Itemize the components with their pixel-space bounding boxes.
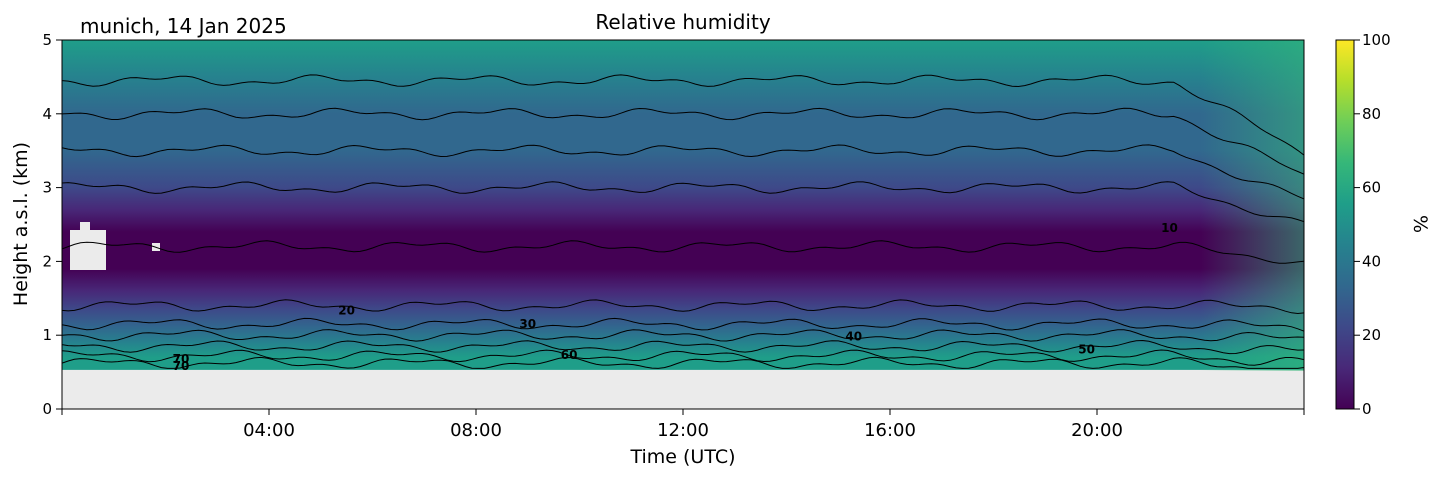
contour-label: 70 — [173, 352, 190, 366]
x-tick-label: 20:00 — [1071, 420, 1123, 441]
x-axis: 04:00 08:00 12:00 16:00 20:00 — [61, 409, 1305, 441]
contour-label: 10 — [1161, 221, 1178, 235]
colorbar-tick-label: 100 — [1362, 31, 1391, 49]
colorbar-tick-label: 20 — [1362, 326, 1381, 344]
y-tick-label: 2 — [42, 252, 52, 270]
y-axis-label: Height a.s.l. (km) — [10, 142, 32, 306]
x-tick-label: 12:00 — [657, 420, 709, 441]
contour-line — [62, 181, 1304, 223]
colorbar: 0 20 40 60 80 100 % — [1335, 31, 1429, 418]
contour-line — [62, 107, 1304, 175]
contour-label: 40 — [845, 329, 862, 343]
contour-line — [62, 317, 1304, 332]
contour-line — [62, 299, 1304, 315]
rh-field — [62, 40, 1304, 370]
y-tick-label: 1 — [42, 326, 52, 344]
contour-line — [62, 240, 1304, 264]
contour-line — [62, 349, 1304, 366]
colorbar-label: % — [1409, 215, 1429, 233]
contour-line — [62, 329, 1304, 342]
rh-field-moist-edge — [1200, 40, 1304, 371]
y-tick-label: 3 — [42, 179, 52, 197]
x-tick-label: 16:00 — [864, 420, 916, 441]
y-axis: 0 1 2 3 4 5 — [42, 31, 62, 418]
location-date: munich, 14 Jan 2025 — [80, 14, 287, 38]
contour-label: 70 — [173, 359, 190, 373]
contour-label: 20 — [338, 304, 355, 318]
y-tick-label: 5 — [42, 31, 52, 49]
colorbar-tick-label: 80 — [1362, 105, 1381, 123]
missing-data-blob — [70, 222, 160, 270]
contour-lines — [62, 74, 1304, 369]
contour-label: 30 — [519, 317, 536, 331]
x-axis-label: Time (UTC) — [629, 446, 735, 468]
contour-line — [62, 339, 1304, 355]
colorbar-tick-label: 0 — [1362, 400, 1372, 418]
y-tick-label: 4 — [42, 105, 52, 123]
contour-line — [62, 144, 1304, 200]
contour-label: 50 — [1078, 343, 1095, 357]
chart-title: Relative humidity — [595, 10, 770, 34]
x-tick-label: 04:00 — [243, 420, 295, 441]
colorbar-tick-label: 40 — [1362, 252, 1381, 270]
colorbar-tick-label: 60 — [1362, 179, 1381, 197]
colorbar-ticks: 0 20 40 60 80 100 — [1354, 31, 1391, 418]
y-tick-label: 0 — [42, 400, 52, 418]
contour-line — [62, 74, 1304, 156]
colorbar-gradient — [1335, 39, 1355, 410]
contour-line — [62, 356, 1304, 369]
x-tick-label: 08:00 — [450, 420, 502, 441]
contour-label: 60 — [561, 348, 578, 362]
